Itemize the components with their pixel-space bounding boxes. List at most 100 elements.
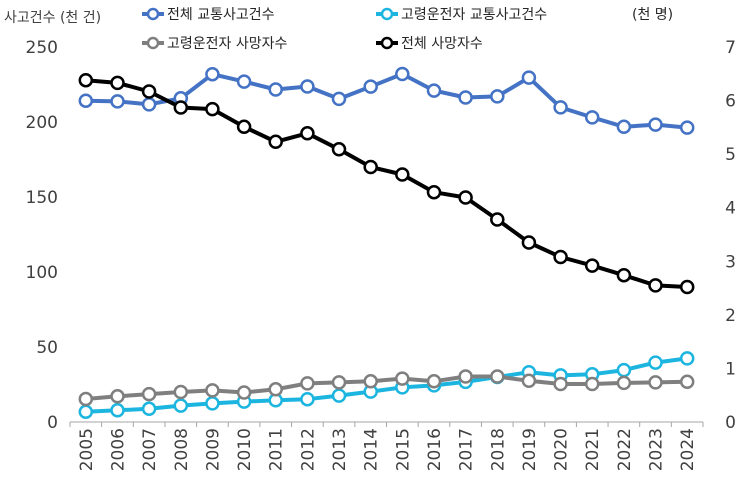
data-point	[110, 403, 125, 418]
data-point	[521, 70, 537, 85]
legend-swatch-marker	[380, 7, 394, 21]
legend-swatch-marker	[380, 36, 394, 50]
data-point	[141, 84, 157, 99]
y-right-tick-label: 3	[725, 252, 736, 272]
data-point	[553, 376, 568, 392]
x-tick-label: 2005	[77, 428, 97, 471]
y-left-tick-label: 200	[26, 113, 58, 133]
data-point	[110, 94, 125, 109]
y-left-tick-label: 250	[26, 38, 58, 58]
data-point	[173, 100, 189, 115]
y-left-tick-label: 50	[36, 338, 58, 358]
y-right-tick-label: 5	[725, 145, 736, 165]
data-point	[490, 212, 505, 227]
x-tick-label: 2023	[647, 428, 667, 471]
data-point	[78, 404, 94, 420]
data-point	[490, 89, 505, 104]
data-point	[110, 75, 125, 91]
data-point	[141, 386, 157, 402]
data-point	[331, 375, 347, 390]
data-point	[679, 120, 695, 135]
series-layer	[78, 66, 695, 420]
data-point	[331, 388, 347, 403]
y-right-tick-label: 4	[725, 199, 736, 219]
data-point	[679, 351, 695, 366]
data-point	[648, 355, 663, 370]
legend-swatch-marker	[146, 7, 160, 21]
data-point	[205, 101, 220, 117]
data-point	[363, 79, 378, 94]
data-point	[331, 91, 347, 107]
data-point	[648, 117, 663, 132]
legend-item: 고령운전자 사망자수	[142, 36, 287, 52]
legend-item: 전체 교통사고건수	[142, 7, 275, 23]
data-point	[236, 385, 252, 400]
x-tick-label: 2018	[488, 428, 508, 471]
y-left-tick-label: 100	[26, 263, 58, 283]
data-point	[679, 374, 695, 390]
data-point	[458, 369, 473, 384]
data-point	[395, 371, 410, 386]
x-tick-label: 2017	[457, 428, 477, 471]
data-point	[584, 110, 600, 125]
data-point	[363, 374, 378, 389]
data-point	[616, 375, 632, 391]
data-point	[616, 267, 632, 283]
x-tick-label: 2013	[330, 428, 350, 471]
y-right-tick-label: 0	[725, 413, 736, 433]
y-right-tick-label: 7	[725, 38, 736, 58]
y-right-tick-label: 6	[725, 92, 736, 112]
legend-label: 전체 사망자수	[401, 36, 483, 52]
data-point	[363, 159, 378, 175]
x-tick-label: 2015	[393, 428, 413, 471]
x-tick-label: 2024	[678, 428, 698, 471]
data-point	[395, 167, 410, 182]
data-point	[458, 90, 473, 105]
data-point	[521, 235, 537, 250]
data-point	[553, 249, 568, 265]
data-point	[141, 97, 157, 112]
data-point	[584, 258, 600, 273]
data-point	[426, 83, 442, 98]
legend-swatch-marker	[146, 36, 160, 50]
data-point	[458, 190, 473, 205]
data-point	[300, 376, 315, 391]
x-tick-label: 2007	[140, 428, 160, 471]
left-axis-unit: 사고건수 (천 건)	[4, 10, 101, 26]
legend-label: 고령운전자 교통사고건수	[401, 7, 547, 23]
data-point	[205, 396, 220, 411]
right-axis-unit: (천 명)	[632, 7, 673, 23]
data-point	[300, 391, 315, 407]
x-tick-label: 2021	[583, 428, 603, 471]
data-point	[78, 93, 94, 108]
data-point	[268, 82, 283, 97]
x-tick-label: 2020	[552, 428, 572, 471]
series-3	[78, 369, 695, 407]
series-4	[78, 72, 695, 295]
data-point	[616, 119, 632, 135]
data-point	[300, 126, 315, 141]
data-point	[648, 375, 663, 390]
data-point	[300, 79, 315, 94]
legend-label: 전체 교통사고건수	[167, 7, 275, 23]
data-point	[426, 374, 442, 389]
data-point	[616, 362, 632, 378]
data-point	[141, 401, 157, 417]
data-point	[205, 66, 220, 82]
data-point	[268, 134, 283, 150]
x-tick-label: 2016	[425, 428, 445, 471]
x-tick-label: 2022	[615, 428, 635, 471]
legend-item: 전체 사망자수	[376, 36, 483, 52]
data-point	[331, 142, 347, 157]
y-right-tick-label: 1	[725, 359, 736, 379]
axes: 0 50 100 150 200 250 0 1 2 3 4 5 6 7 2005 2006 2007 2008 2…	[26, 38, 736, 471]
y-right-tick-label: 2	[725, 306, 736, 326]
data-point	[268, 382, 283, 397]
data-point	[679, 279, 695, 295]
x-tick-label: 2012	[298, 428, 318, 471]
x-tick-label: 2006	[108, 428, 128, 471]
data-point	[521, 373, 537, 389]
x-tick-label: 2019	[520, 428, 540, 471]
data-point	[553, 100, 568, 115]
